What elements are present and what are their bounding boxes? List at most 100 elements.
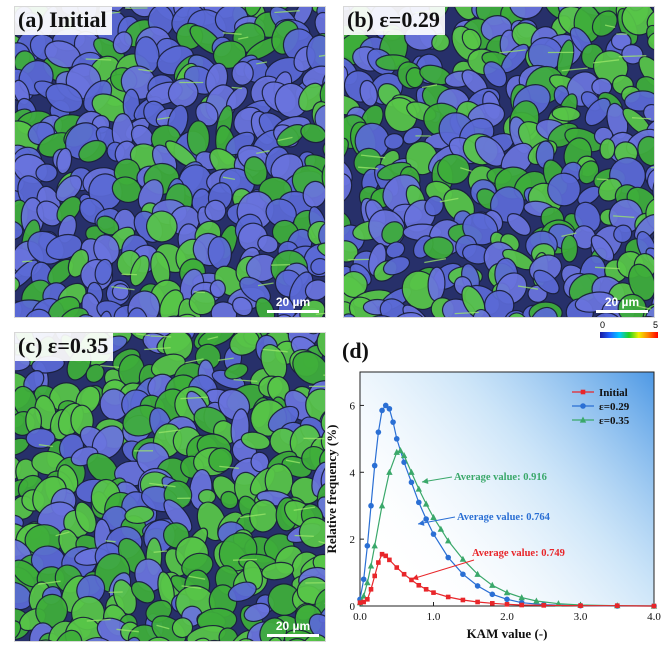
grain [344, 137, 349, 168]
high-kam-band [636, 305, 652, 310]
data-point [504, 596, 510, 603]
colorbar-min-label: 0 [600, 320, 606, 330]
grain [298, 516, 325, 549]
panel-c-kam-map: (c) ε=0.35 20 µm [14, 332, 326, 642]
high-kam-band [185, 358, 204, 364]
high-kam-band [596, 178, 609, 181]
data-point [423, 516, 429, 522]
grain [52, 629, 83, 641]
data-point [357, 600, 363, 605]
panel-d-label: (d) [342, 338, 369, 363]
grain [188, 637, 212, 641]
annotation-1: Average value: 0.764 [417, 512, 551, 526]
panel-c-label: (c) ε=0.35 [15, 333, 114, 361]
grain [195, 101, 219, 127]
high-kam-band [650, 166, 654, 169]
high-kam-band [594, 266, 620, 270]
grain [424, 195, 444, 217]
grain [57, 307, 90, 317]
high-kam-band [38, 444, 53, 448]
grain [292, 351, 325, 386]
panel-a-label: (a) Initial [15, 7, 112, 35]
data-point [360, 576, 367, 583]
grain [402, 126, 424, 145]
grain [96, 310, 113, 317]
high-kam-band [222, 32, 242, 35]
plot-background [360, 372, 654, 606]
grain [45, 233, 83, 261]
grain [311, 7, 325, 13]
grain [76, 314, 98, 317]
grain [55, 175, 83, 203]
grain [239, 276, 271, 304]
high-kam-band [156, 624, 170, 630]
data-point [365, 597, 370, 602]
x-tick-label: 3.0 [574, 611, 588, 623]
grain [129, 254, 150, 287]
grain [483, 61, 508, 88]
grain [36, 200, 63, 227]
data-point [364, 579, 371, 586]
grain [322, 139, 325, 167]
legend-marker [580, 403, 586, 409]
high-kam-band [193, 291, 205, 294]
data-point [475, 599, 480, 605]
data-point [504, 602, 510, 607]
grain [304, 333, 323, 335]
grain [360, 315, 401, 317]
grain [25, 428, 56, 449]
high-kam-band [22, 260, 33, 263]
high-kam-band [256, 150, 270, 155]
high-kam-band [315, 312, 325, 315]
grain [224, 363, 249, 380]
data-point [541, 603, 547, 608]
grain [45, 83, 84, 113]
high-kam-band [144, 347, 171, 351]
grain [186, 120, 210, 157]
grain [528, 306, 559, 317]
grain [15, 275, 20, 294]
kam-map-image [15, 333, 325, 641]
grain [320, 425, 325, 457]
high-kam-band [149, 482, 176, 488]
high-kam-band [153, 550, 167, 553]
high-kam-band [618, 55, 647, 58]
high-kam-band [238, 36, 249, 40]
high-kam-band [277, 136, 293, 142]
annotation-arrow [417, 516, 456, 525]
high-kam-band [136, 333, 150, 337]
data-point [423, 586, 429, 592]
data-point [386, 468, 393, 475]
scale-bar-a-line [267, 310, 319, 313]
data-point [445, 554, 451, 561]
grain [74, 501, 97, 534]
data-point [533, 597, 540, 604]
kam-map-image [344, 7, 654, 317]
kam-distribution-chart: (d) 0.0 1.0 2.0 3.0 4.0 0 2 4 6 KAM value (-) Rela… [324, 338, 661, 641]
series-0 [357, 551, 657, 609]
grain [243, 602, 271, 623]
grain [227, 581, 257, 602]
grain [264, 636, 286, 641]
scale-bar-c-line [267, 634, 319, 637]
high-kam-band [318, 54, 325, 57]
data-point [383, 553, 389, 559]
high-kam-band [561, 232, 577, 238]
data-point [489, 591, 496, 598]
chart-legend: Initial ε=0.29 ε=0.35 [572, 387, 630, 427]
data-point [555, 600, 562, 607]
high-kam-band [274, 10, 300, 14]
high-kam-band [454, 311, 479, 315]
grain [320, 459, 325, 495]
grain [304, 279, 325, 301]
high-kam-band [439, 197, 459, 203]
annotation-text: Average value: 0.764 [457, 512, 551, 523]
grain [423, 236, 454, 261]
grain [319, 444, 325, 475]
x-tick-label: 4.0 [647, 611, 661, 623]
grain [637, 135, 654, 167]
grain [560, 234, 579, 263]
high-kam-band [181, 585, 202, 590]
grain [119, 636, 142, 641]
high-kam-band [116, 628, 139, 633]
